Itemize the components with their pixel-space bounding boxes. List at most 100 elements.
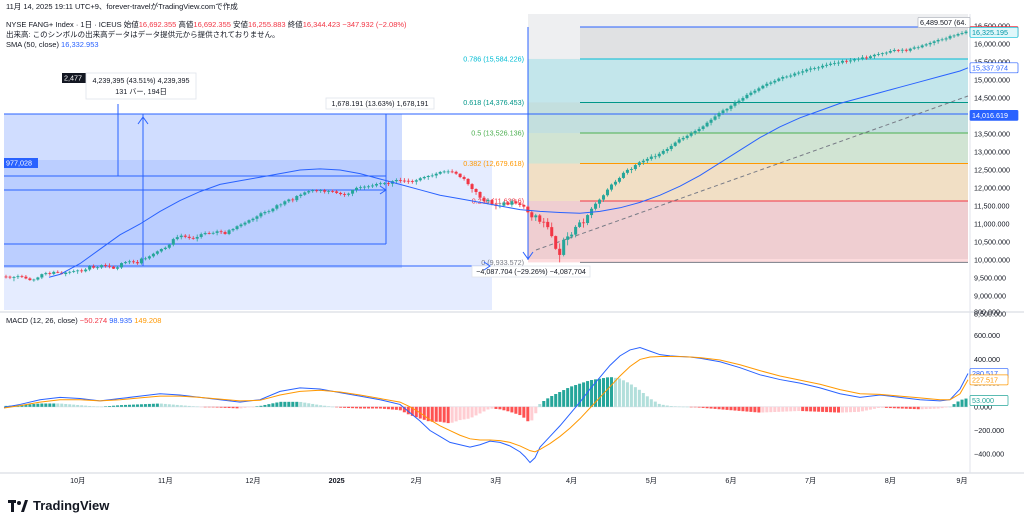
macd-histogram-bar	[80, 405, 84, 407]
sma-legend[interactable]: SMA (50, close) 16,332.953	[6, 40, 99, 49]
macd-histogram-bar	[494, 406, 498, 409]
candle-body	[382, 183, 386, 185]
macd-histogram-bar	[331, 406, 335, 408]
price-tick-label: 15,500.000	[974, 58, 1010, 67]
candle-body	[522, 204, 526, 207]
macd-histogram-bar	[510, 406, 514, 413]
candle-body	[765, 83, 769, 86]
macd-histogram-bar	[426, 406, 430, 422]
candle-body	[283, 201, 287, 205]
price-tick-label: 8,500.000	[974, 310, 1006, 319]
macd-histogram-bar	[307, 403, 311, 407]
candle-body	[932, 41, 936, 43]
macd-histogram-bar	[605, 377, 610, 407]
candle-body	[793, 73, 797, 76]
macd-histogram-bar	[203, 406, 207, 408]
macd-histogram-bar	[127, 404, 131, 407]
macd-histogram-bar	[247, 406, 251, 408]
candle-body	[721, 110, 725, 114]
macd-histogram-bar	[530, 406, 534, 421]
tradingview-logo[interactable]: TradingView	[8, 498, 109, 513]
macd-histogram-bar	[339, 406, 343, 408]
candle-body	[538, 215, 542, 222]
macd-histogram-bar	[287, 401, 291, 407]
candle-body	[123, 262, 128, 264]
macd-histogram-bar	[311, 403, 315, 407]
macd-histogram-bar	[813, 406, 817, 412]
candle-body	[713, 116, 717, 120]
price-tick-label: 14,500.000	[974, 94, 1010, 103]
rise-label-box	[325, 97, 435, 110]
candle-body	[741, 98, 745, 101]
candle-body	[884, 52, 888, 54]
macd-histogram-bar	[829, 406, 833, 413]
macd-histogram-bar	[562, 390, 566, 407]
candle-body	[442, 171, 446, 173]
candle-body	[697, 128, 701, 132]
macd-histogram-bar	[498, 406, 502, 410]
candle-body	[546, 221, 550, 228]
down-arrow-head	[522, 251, 534, 260]
candle-body	[171, 239, 175, 245]
macd-histogram-bar	[538, 404, 542, 407]
fib-label-0: 0 (9,933.572)	[481, 258, 524, 267]
candle-body	[347, 193, 351, 195]
macd-histogram-bar	[705, 406, 709, 409]
candle-body	[928, 42, 932, 45]
candle-body	[418, 178, 422, 181]
price-tick-label: 10,000.000	[974, 256, 1010, 265]
candle-body	[900, 49, 904, 51]
timestamp: 11月 14, 2025 19:11 UTC+9、forever-travelが…	[6, 2, 238, 11]
candle-body	[8, 276, 12, 278]
macd-histogram-bar	[351, 406, 355, 409]
candle-body	[147, 256, 151, 259]
right-arrow-head	[379, 185, 387, 195]
candle-body	[40, 274, 44, 278]
macd-histogram-bar	[470, 406, 474, 418]
drop-label-box	[471, 265, 591, 278]
candle-body	[904, 49, 908, 51]
candle-body	[514, 201, 518, 204]
price-tick-label: 11,000.000	[974, 220, 1009, 229]
macd-histogram-bar	[872, 406, 876, 409]
candle-body	[637, 162, 641, 166]
macd-histogram-bar	[283, 401, 287, 407]
candle-body	[207, 233, 211, 234]
candle-body	[462, 177, 466, 179]
candle-body	[621, 172, 625, 178]
macd-histogram-bar	[370, 406, 374, 409]
macd-histogram-bar	[837, 406, 841, 413]
symbol-name[interactable]: NYSE FANG+ Index · 1日 · ICEUS	[6, 20, 122, 29]
macd-histogram-bar	[100, 406, 104, 408]
macd-histogram-bar	[884, 406, 888, 408]
macd-histogram-bar	[841, 406, 845, 413]
candle-body	[948, 36, 952, 39]
macd-histogram-bar	[315, 404, 319, 407]
macd-histogram-bar	[355, 406, 359, 409]
macd-legend[interactable]: MACD (12, 26, close) −50.274 98.935 149.…	[6, 316, 162, 325]
candle-body	[227, 230, 231, 234]
candle-body	[299, 194, 303, 197]
candle-body	[490, 200, 494, 205]
candle-body	[366, 186, 371, 188]
macd-histogram-bar	[948, 406, 952, 408]
candle-body	[92, 266, 96, 268]
time-tick-label: 6月	[725, 476, 736, 485]
candle-body	[964, 31, 968, 34]
price-chart[interactable]: 0.786 (15,584.226) 0.618 (14,376.453) 0.5 …	[0, 0, 1024, 490]
candle-body	[422, 177, 426, 179]
macd-histogram-bar	[621, 380, 625, 407]
macd-histogram-bar	[741, 406, 745, 412]
macd-histogram-bar	[454, 406, 458, 422]
macd-histogram-bar	[617, 378, 621, 407]
macd-histogram-bar	[916, 406, 920, 410]
macd-histogram-bar	[108, 406, 112, 407]
macd-line-value: 98.935	[109, 316, 133, 325]
macd-histogram-bar	[347, 406, 351, 408]
macd-histogram-bar	[291, 401, 295, 407]
macd-histogram-bar	[92, 406, 96, 407]
candle-body	[259, 213, 263, 217]
macd-histogram-bar	[143, 404, 147, 407]
candle-body	[370, 185, 374, 187]
macd-histogram-bar	[263, 404, 267, 407]
